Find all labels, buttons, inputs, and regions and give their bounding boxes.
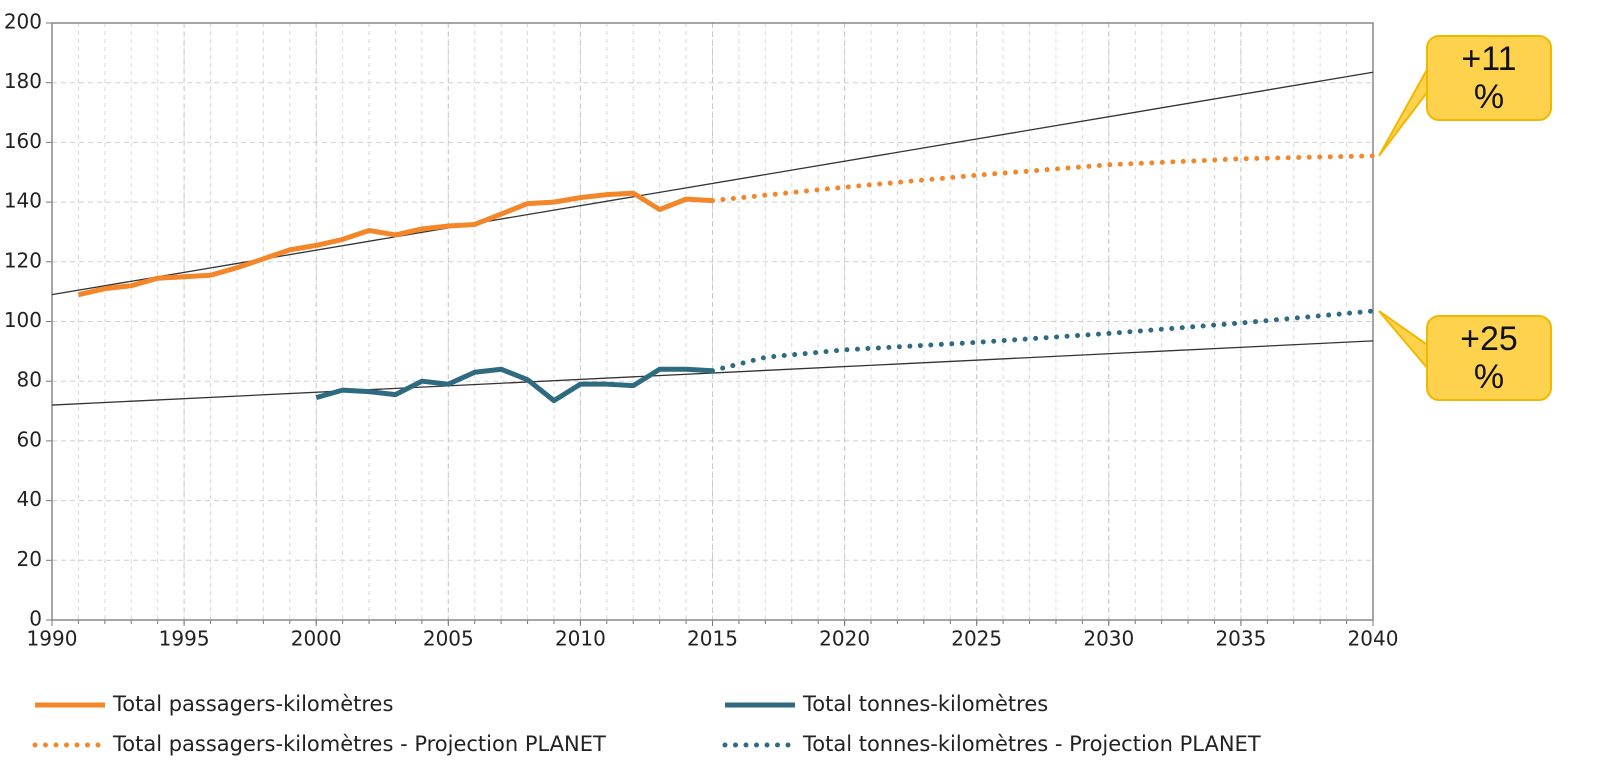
y-tick-label: 120 bbox=[4, 248, 42, 272]
x-tick-label: 2020 bbox=[819, 627, 870, 651]
y-tick-label: 0 bbox=[29, 607, 42, 631]
callout-box bbox=[1426, 35, 1552, 121]
x-tick-label: 2040 bbox=[1348, 627, 1399, 651]
callout-pointer bbox=[1378, 62, 1430, 157]
x-tick-label: 2030 bbox=[1083, 627, 1134, 651]
legend-label: Total passagers-kilomètres - Projection … bbox=[112, 732, 606, 756]
x-tick-label: 2035 bbox=[1215, 627, 1266, 651]
legend-label: Total tonnes-kilomètres - Projection PLA… bbox=[802, 732, 1261, 756]
y-tick-label: 80 bbox=[17, 368, 42, 392]
y-tick-label: 160 bbox=[4, 129, 42, 153]
legend-label: Total passagers-kilomètres bbox=[112, 692, 393, 716]
x-tick-label: 2025 bbox=[951, 627, 1002, 651]
series-line bbox=[710, 153, 1376, 204]
series-line bbox=[710, 308, 1376, 374]
callout-text: +11 % bbox=[1461, 40, 1517, 116]
y-tick-label: 60 bbox=[17, 427, 42, 451]
y-tick-label: 100 bbox=[4, 308, 42, 332]
callout-text: +25 % bbox=[1460, 320, 1518, 396]
series-line bbox=[315, 366, 713, 404]
y-tick-label: 40 bbox=[17, 487, 42, 511]
x-tick-label: 1995 bbox=[159, 627, 210, 651]
x-tick-label: 1990 bbox=[27, 627, 78, 651]
y-tick-label: 20 bbox=[17, 547, 42, 571]
callout: +25 % bbox=[1427, 316, 1551, 400]
y-tick-label: 200 bbox=[4, 10, 42, 34]
plot-frame bbox=[51, 22, 1374, 621]
x-tick-label: 2005 bbox=[423, 627, 474, 651]
y-tick-label: 140 bbox=[4, 189, 42, 213]
callout-box bbox=[1426, 315, 1552, 401]
x-tick-label: 2000 bbox=[291, 627, 342, 651]
callout: +11 % bbox=[1427, 36, 1551, 120]
y-tick-label: 180 bbox=[4, 69, 42, 93]
legend-label: Total tonnes-kilomètres bbox=[802, 692, 1048, 716]
series-line bbox=[77, 190, 713, 298]
x-tick-label: 2010 bbox=[555, 627, 606, 651]
callout-pointer bbox=[1378, 310, 1430, 373]
x-tick-label: 2015 bbox=[687, 627, 738, 651]
